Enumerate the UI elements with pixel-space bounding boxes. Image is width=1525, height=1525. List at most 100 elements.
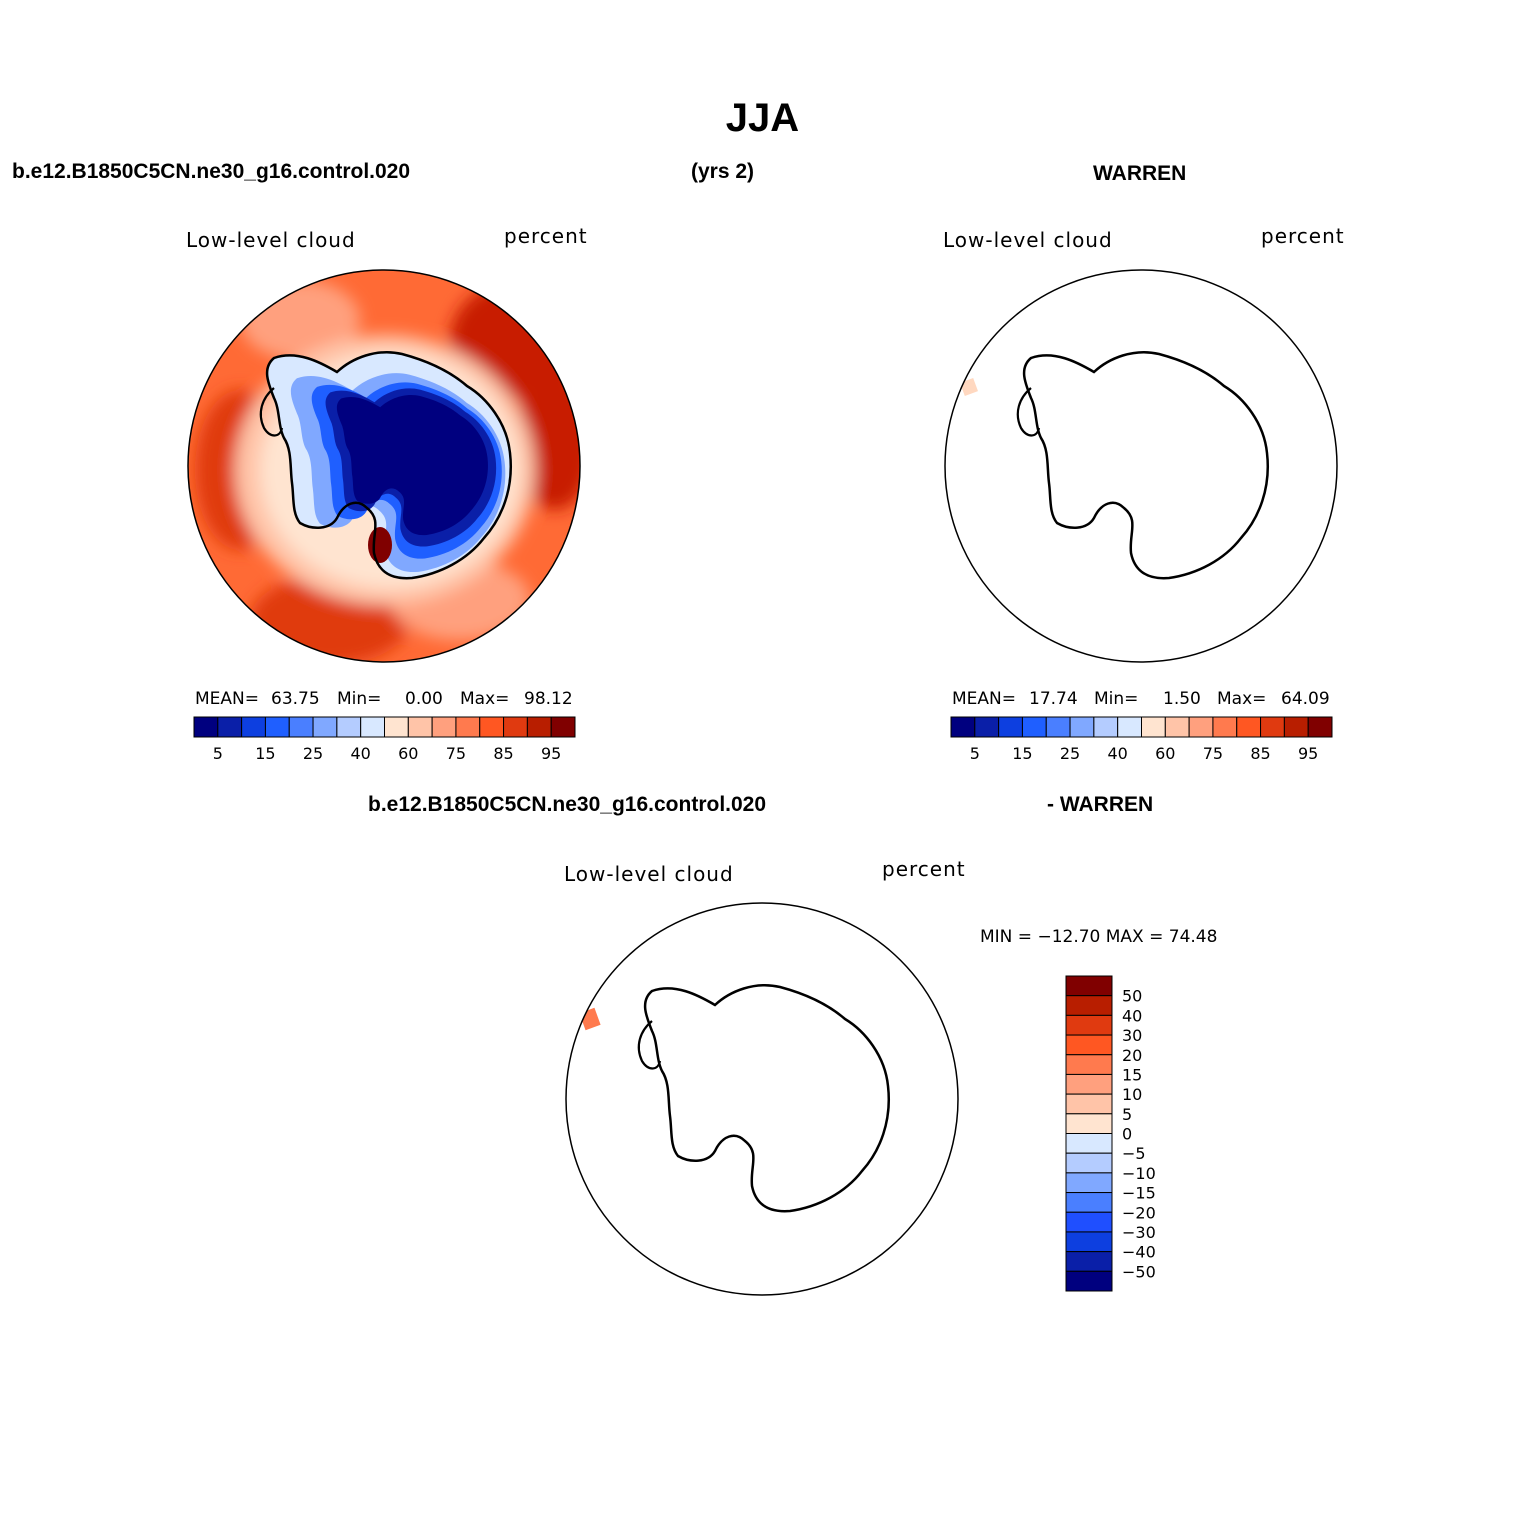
panel2-colorbar-swatch-3 bbox=[1021, 716, 1047, 738]
panel2-colorbar-swatch-6 bbox=[1093, 716, 1119, 738]
panel1-colorbar-swatch-1 bbox=[217, 716, 243, 738]
panel1-max-value: 98.12 bbox=[524, 689, 573, 709]
panel3-colorbar-swatch-9 bbox=[1065, 1152, 1113, 1174]
panel1-colorbar-swatch-8 bbox=[384, 716, 409, 738]
panel3-colorbar-tick-8: −5 bbox=[1122, 1144, 1146, 1163]
panel2-colorbar-swatch-7 bbox=[1117, 716, 1142, 738]
panel3-colorbar-swatch-11 bbox=[1065, 1192, 1113, 1213]
panel3-background bbox=[566, 903, 958, 1295]
panel2-colorbar-swatch-1 bbox=[974, 716, 1000, 738]
panel3-colorbar-swatch-8 bbox=[1065, 1133, 1113, 1154]
panel2-max-value: 64.09 bbox=[1281, 689, 1330, 709]
panel3-colorbar-swatch-13 bbox=[1065, 1231, 1113, 1253]
panel1-map bbox=[187, 269, 581, 663]
panel3-colorbar-tick-6: 5 bbox=[1122, 1105, 1132, 1124]
panel3-colorbar-swatch-1 bbox=[1065, 995, 1113, 1016]
diff-obs-header: - WARREN bbox=[1047, 793, 1154, 816]
panel2-colorbar-tick-1: 15 bbox=[1012, 744, 1032, 763]
panel1-colorbar-tick-1: 15 bbox=[255, 744, 275, 763]
panel2-map bbox=[944, 269, 1338, 663]
panel1-colorbar-swatch-14 bbox=[526, 716, 552, 738]
panel1-colorbar-swatch-7 bbox=[360, 716, 385, 738]
panel2-colorbar-swatch-9 bbox=[1164, 716, 1190, 738]
panel1-mean-label: MEAN= bbox=[195, 689, 259, 709]
panel2-colorbar-swatch-8 bbox=[1141, 716, 1166, 738]
panel1-min-value: 0.00 bbox=[405, 689, 443, 709]
panel3-colorbar-swatch-3 bbox=[1065, 1034, 1113, 1056]
panel3-colorbar-swatch-2 bbox=[1065, 1014, 1113, 1036]
panel3-colorbar-swatch-10 bbox=[1065, 1172, 1113, 1194]
panel2-colorbar-swatch-12 bbox=[1236, 716, 1262, 738]
panel1-colorbar-swatch-6 bbox=[336, 716, 362, 738]
panel3-colorbar-tick-4: 15 bbox=[1122, 1065, 1142, 1084]
panel3-colorbar-tick-13: −40 bbox=[1122, 1243, 1156, 1262]
panel2-colorbar-swatch-15 bbox=[1307, 716, 1333, 738]
panel3-colorbar-tick-1: 40 bbox=[1122, 1006, 1142, 1025]
diff-case-header: b.e12.B1850C5CN.ne30_g16.control.020 bbox=[368, 793, 767, 816]
panel2-units: percent bbox=[1261, 224, 1345, 248]
panel1-min-label: Min= bbox=[337, 689, 382, 709]
panel1-colorbar-swatch-12 bbox=[479, 716, 505, 738]
panel2-peninsula bbox=[1016, 387, 1041, 437]
panel2-colorbar-swatch-10 bbox=[1188, 716, 1214, 738]
panel2-colorbar-tick-2: 25 bbox=[1060, 744, 1080, 763]
panel3-colorbar-swatch-15 bbox=[1065, 1270, 1113, 1292]
panel1-colorbar-swatch-15 bbox=[550, 716, 576, 738]
panel1-colorbar-swatch-3 bbox=[264, 716, 290, 738]
panel3-colorbar-swatch-7 bbox=[1065, 1113, 1113, 1134]
panel2-colorbar: 5 15 25 40 60 75 85 95 bbox=[950, 716, 1333, 763]
panel3-colorbar-tick-7: 0 bbox=[1122, 1125, 1132, 1144]
panel2-colorbar-swatch-2 bbox=[998, 716, 1023, 738]
years-header: (yrs 2) bbox=[691, 160, 755, 183]
panel3-peninsula bbox=[637, 1020, 662, 1070]
panel2-colorbar-swatch-13 bbox=[1260, 716, 1285, 738]
panel3-colorbar-tick-2: 30 bbox=[1122, 1026, 1142, 1045]
panel2-colorbar-tick-0: 5 bbox=[970, 744, 980, 763]
panel2-colorbar-tick-7: 95 bbox=[1298, 744, 1318, 763]
panel1-colorbar-swatch-2 bbox=[241, 716, 266, 738]
panel2-colorbar-tick-5: 75 bbox=[1203, 744, 1223, 763]
panel2-colorbar-swatch-0 bbox=[950, 716, 976, 738]
panel1-colorbar-tick-7: 95 bbox=[541, 744, 561, 763]
panel1-mean-value: 63.75 bbox=[271, 689, 320, 709]
panel2-coastline bbox=[1016, 350, 1270, 580]
panel1-colorbar-tick-0: 5 bbox=[213, 744, 223, 763]
panel3-minmax: MIN = −12.70 MAX = 74.48 bbox=[980, 927, 1218, 947]
panel1-colorbar-swatch-13 bbox=[503, 716, 528, 738]
panel1-colorbar-swatch-4 bbox=[288, 716, 314, 738]
panel1-colorbar-tick-5: 75 bbox=[446, 744, 466, 763]
panel3-colorbar-tick-10: −15 bbox=[1122, 1184, 1156, 1203]
panel1-peninsula bbox=[259, 387, 284, 437]
panel2-data-patch bbox=[960, 378, 978, 396]
panel3-colorbar-swatch-14 bbox=[1065, 1251, 1113, 1272]
panel1-colorbar-swatch-11 bbox=[455, 716, 481, 738]
panel1-colorbar-tick-6: 85 bbox=[493, 744, 513, 763]
panel3-colorbar-tick-12: −30 bbox=[1122, 1223, 1156, 1242]
panel1-ross-high-spot bbox=[368, 527, 392, 563]
panel2-colorbar-tick-3: 40 bbox=[1108, 744, 1128, 763]
panel1-colorbar-swatch-10 bbox=[431, 716, 457, 738]
panel1-border bbox=[187, 269, 581, 663]
panel3-title: Low-level cloud bbox=[564, 862, 734, 886]
panel3-colorbar-swatch-6 bbox=[1065, 1093, 1113, 1115]
panel2-max-label: Max= bbox=[1217, 689, 1267, 709]
panel3-coastline bbox=[637, 983, 891, 1213]
panel2-mean-label: MEAN= bbox=[952, 689, 1016, 709]
obs-header: WARREN bbox=[1093, 162, 1187, 185]
panel2-min-value: 1.50 bbox=[1163, 689, 1201, 709]
panel1-colorbar: 5 15 25 40 60 75 85 95 bbox=[193, 716, 576, 763]
panel1-colorbar-tick-4: 60 bbox=[398, 744, 418, 763]
panel3-colorbar-swatch-0 bbox=[1065, 975, 1113, 997]
panel2-background bbox=[945, 270, 1337, 662]
panel3-map bbox=[565, 902, 959, 1296]
panel2-mean-value: 17.74 bbox=[1029, 689, 1078, 709]
panel1-colorbar-tick-2: 25 bbox=[303, 744, 323, 763]
panel2-colorbar-tick-6: 85 bbox=[1250, 744, 1270, 763]
panel3-colorbar-tick-5: 10 bbox=[1122, 1085, 1142, 1104]
panel3-colorbar-swatch-5 bbox=[1065, 1073, 1113, 1095]
panel3-colorbar-tick-3: 20 bbox=[1122, 1046, 1142, 1065]
main-title: JJA bbox=[725, 96, 800, 140]
panel3-border bbox=[565, 902, 959, 1296]
